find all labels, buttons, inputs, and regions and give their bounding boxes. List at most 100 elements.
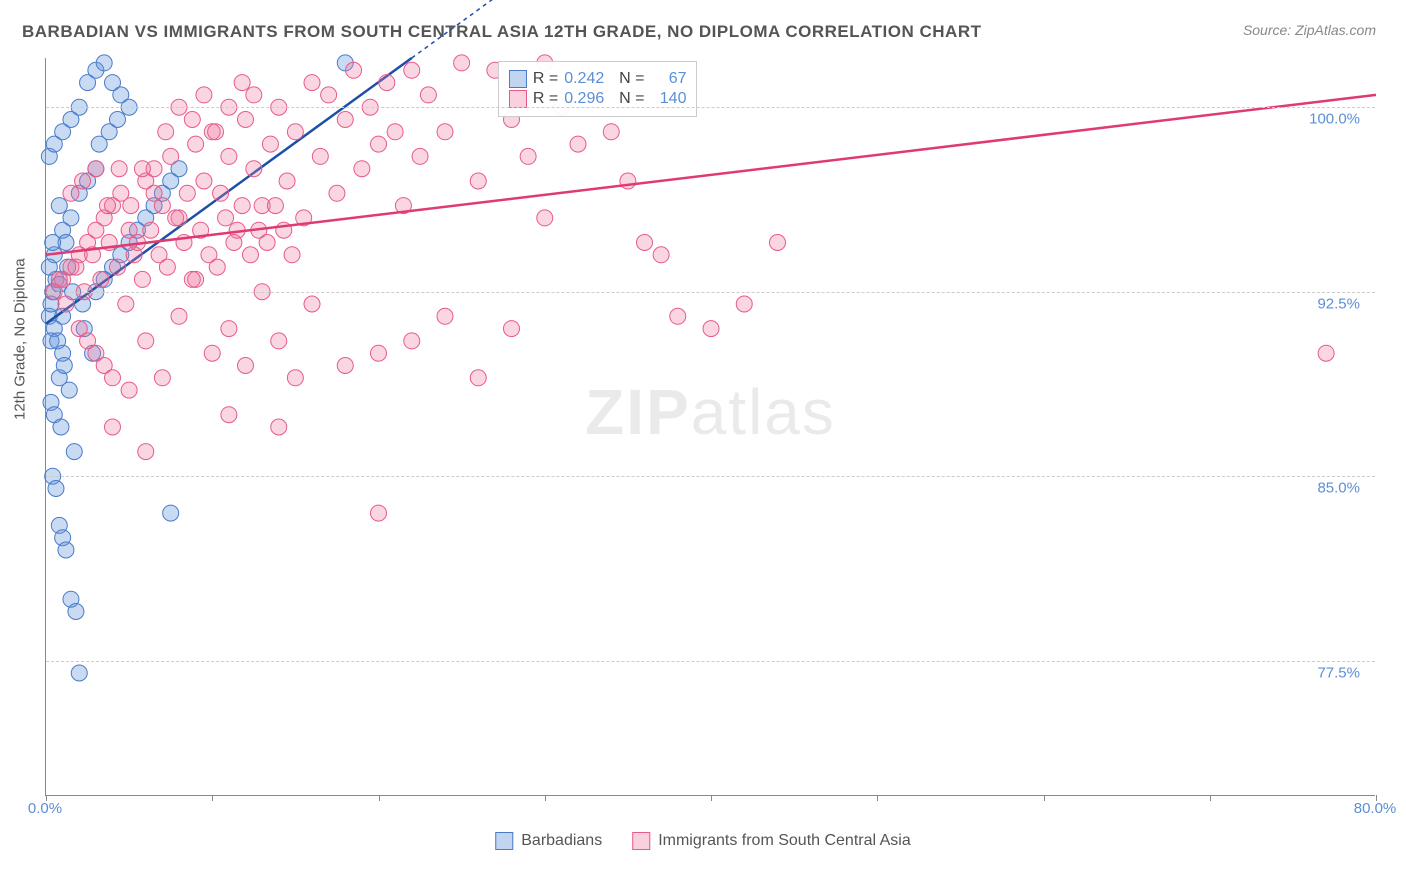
xtick <box>1044 795 1045 801</box>
legend-stats-box: R = 0.242 N = 67 R = 0.296 N = 140 <box>498 61 698 117</box>
xtick <box>877 795 878 801</box>
scatter-point <box>109 112 125 128</box>
scatter-point <box>196 87 212 103</box>
xtick <box>212 795 213 801</box>
scatter-point <box>242 247 258 263</box>
scatter-point <box>354 161 370 177</box>
scatter-point <box>603 124 619 140</box>
scatter-point <box>321 87 337 103</box>
scatter-point <box>111 161 127 177</box>
gridline <box>46 476 1375 477</box>
scatter-point <box>279 173 295 189</box>
scatter-point <box>537 210 553 226</box>
scatter-point <box>48 481 64 497</box>
swatch-pink-icon <box>509 90 527 108</box>
scatter-point <box>63 185 79 201</box>
scatter-point <box>287 370 303 386</box>
bottom-legend: Barbadians Immigrants from South Central… <box>495 832 911 850</box>
scatter-point <box>118 296 134 312</box>
legend-stats-row-1: R = 0.296 N = 140 <box>509 90 687 108</box>
xtick <box>1210 795 1211 801</box>
scatter-point <box>196 173 212 189</box>
scatter-point <box>234 75 250 91</box>
scatter-point <box>221 321 237 337</box>
stat-n-value-1: 140 <box>650 90 686 108</box>
scatter-point <box>88 161 104 177</box>
scatter-point <box>208 124 224 140</box>
gridline <box>46 292 1375 293</box>
scatter-point <box>412 148 428 164</box>
scatter-point <box>437 124 453 140</box>
xtick <box>545 795 546 801</box>
scatter-point <box>271 419 287 435</box>
scatter-point <box>53 419 69 435</box>
source-label: Source: ZipAtlas.com <box>1243 22 1376 38</box>
scatter-point <box>184 271 200 287</box>
stat-n-value-0: 67 <box>650 70 686 88</box>
scatter-point <box>58 296 74 312</box>
ytick-label: 85.0% <box>1317 480 1360 497</box>
scatter-point <box>1318 345 1334 361</box>
scatter-point <box>179 185 195 201</box>
scatter-point <box>246 161 262 177</box>
scatter-point <box>66 444 82 460</box>
scatter-point <box>51 271 67 287</box>
scatter-point <box>45 235 61 251</box>
scatter-point <box>50 333 66 349</box>
scatter-point <box>100 198 116 214</box>
scatter-point <box>209 259 225 275</box>
scatter-point <box>262 136 278 152</box>
legend-stats-row-0: R = 0.242 N = 67 <box>509 70 687 88</box>
scatter-point <box>58 542 74 558</box>
scatter-point <box>570 136 586 152</box>
scatter-point <box>138 333 154 349</box>
stat-r-label-0: R = <box>533 70 558 88</box>
chart-title: BARBADIAN VS IMMIGRANTS FROM SOUTH CENTR… <box>22 22 981 42</box>
scatter-point <box>171 308 187 324</box>
scatter-point <box>168 210 184 226</box>
scatter-point <box>420 87 436 103</box>
scatter-point <box>154 370 170 386</box>
scatter-point <box>56 358 72 374</box>
scatter-point <box>379 75 395 91</box>
scatter-point <box>96 55 112 71</box>
scatter-point <box>238 112 254 128</box>
scatter-point <box>346 62 362 78</box>
xtick <box>711 795 712 801</box>
ytick-label: 77.5% <box>1317 664 1360 681</box>
scatter-point <box>670 308 686 324</box>
scatter-point <box>371 136 387 152</box>
scatter-point <box>703 321 719 337</box>
scatter-point <box>188 136 204 152</box>
scatter-point <box>337 112 353 128</box>
scatter-point <box>143 222 159 238</box>
scatter-point <box>134 271 150 287</box>
scatter-point <box>454 55 470 71</box>
ytick-label: 100.0% <box>1309 111 1360 128</box>
scatter-point <box>218 210 234 226</box>
scatter-point <box>109 259 125 275</box>
scatter-point <box>163 505 179 521</box>
scatter-point <box>520 148 536 164</box>
scatter-point <box>387 124 403 140</box>
scatter-point <box>159 259 175 275</box>
scatter-point <box>213 185 229 201</box>
gridline <box>46 107 1375 108</box>
scatter-point <box>470 173 486 189</box>
scatter-point <box>51 198 67 214</box>
scatter-point <box>404 62 420 78</box>
scatter-point <box>736 296 752 312</box>
stat-r-value-0: 0.242 <box>564 70 604 88</box>
scatter-point <box>238 358 254 374</box>
stat-r-value-1: 0.296 <box>564 90 604 108</box>
scatter-point <box>470 370 486 386</box>
scatter-point <box>371 505 387 521</box>
scatter-point <box>134 161 150 177</box>
scatter-point <box>437 308 453 324</box>
scatter-point <box>770 235 786 251</box>
legend-item-0: Barbadians <box>495 832 602 850</box>
scatter-point <box>234 198 250 214</box>
scatter-point <box>637 235 653 251</box>
scatter-point <box>71 665 87 681</box>
scatter-point <box>68 259 84 275</box>
